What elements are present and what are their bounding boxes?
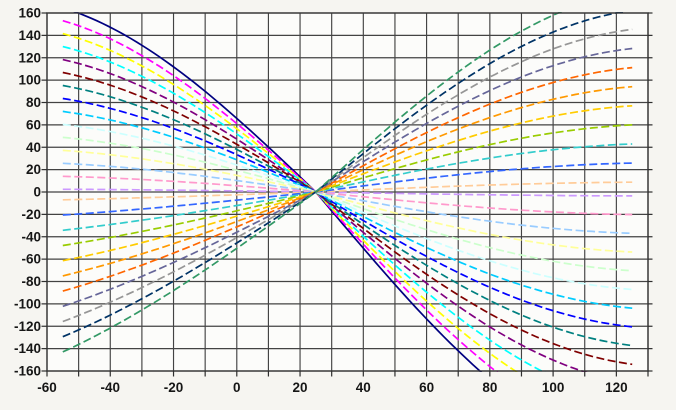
y-axis-tick-label: 60 — [26, 117, 41, 132]
y-axis-tick-label: -160 — [14, 364, 41, 379]
x-axis-tick-label: -60 — [37, 380, 57, 395]
y-axis-tick-label: 120 — [18, 50, 41, 65]
series-line-navy — [73, 12, 483, 372]
y-axis-tick-label: -100 — [14, 296, 41, 311]
y-axis-tick-label: -60 — [21, 252, 41, 267]
series-line-blue — [62, 97, 633, 328]
series-line-rose — [62, 175, 633, 216]
series-line-tan — [62, 181, 633, 201]
series-line-sky-blue — [62, 110, 633, 310]
series-line-teal — [62, 84, 633, 347]
axis-ticks — [41, 12, 653, 377]
y-axis-tick-label: 140 — [18, 28, 41, 43]
series-line-blue-gray — [62, 47, 633, 308]
gridlines — [47, 13, 648, 371]
series-line-light-orange — [62, 85, 633, 277]
y-axis-tick-label: 80 — [26, 95, 41, 110]
series-line-lavender — [62, 188, 633, 197]
series-line-cyan — [62, 45, 546, 372]
y-axis-tick-label: -20 — [21, 207, 41, 222]
x-axis-tick-label: 0 — [233, 380, 241, 395]
series-line-lime — [62, 124, 633, 247]
series-line-yellow — [62, 32, 519, 372]
x-axis-tick-label: -20 — [164, 380, 184, 395]
series-line-light-green — [62, 136, 633, 272]
x-axis-tick-label: 20 — [293, 380, 308, 395]
series-line-magenta — [62, 19, 499, 372]
x-axis-tick-label: -40 — [101, 380, 121, 395]
x-axis-tick-label: 100 — [542, 380, 565, 395]
y-axis-tick-label: -120 — [14, 319, 41, 334]
series-line-dark-teal — [62, 12, 627, 338]
series-line-pale-blue — [62, 162, 633, 235]
y-axis-tick-label: -80 — [21, 274, 41, 289]
series-line-light-turquoise — [62, 123, 633, 291]
x-axis-tick-label: 120 — [605, 380, 628, 395]
y-axis-tick-label: 160 — [18, 6, 41, 21]
y-axis-tick-label: 0 — [33, 185, 41, 200]
series-line-gold — [62, 104, 633, 262]
x-axis-tick-label: 60 — [419, 380, 434, 395]
curve-series-group — [62, 12, 633, 372]
series-line-aqua — [62, 143, 633, 232]
series-line-purple — [62, 58, 588, 372]
y-axis-tick-label: 20 — [26, 162, 41, 177]
series-line-sea-green — [62, 12, 563, 353]
series-line-gray-40 — [62, 28, 633, 323]
y-axis-tick-label: -40 — [21, 229, 41, 244]
y-axis-tick-label: -140 — [14, 341, 41, 356]
series-line-bright-blue — [62, 162, 633, 216]
x-axis-tick-label: 40 — [356, 380, 371, 395]
series-line-maroon — [62, 71, 633, 366]
y-axis-tick-label: 40 — [26, 140, 41, 155]
x-axis-tick-label: 80 — [482, 380, 497, 395]
series-line-light-yellow — [62, 149, 633, 253]
y-axis-tick-label: 100 — [18, 73, 41, 88]
axis-labels: -60 -40 -20 0 20 40 60 80 100 120 160 140 120 100 80 60… — [14, 6, 628, 396]
